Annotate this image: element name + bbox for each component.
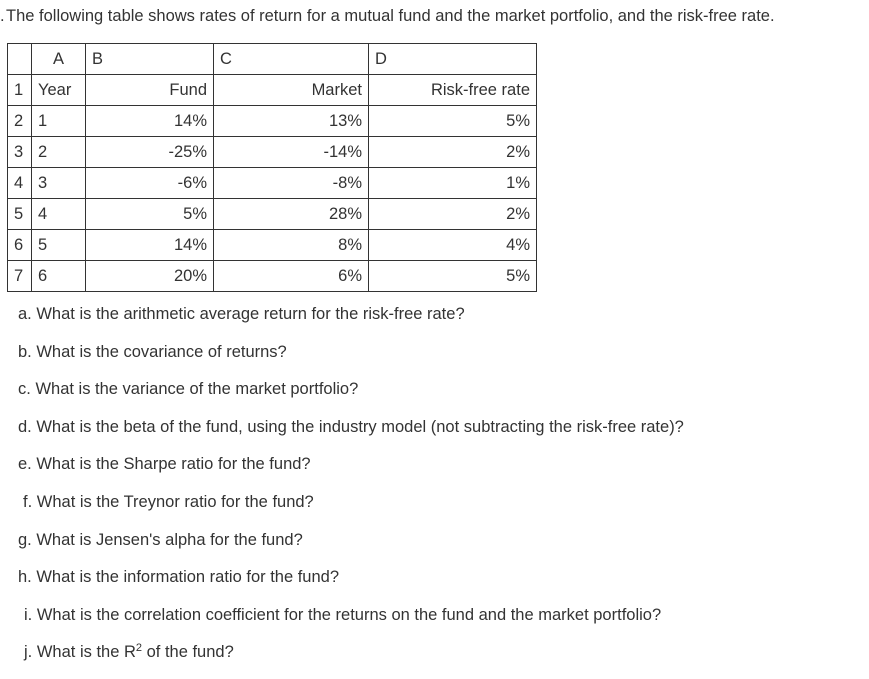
cell-market: 13% bbox=[213, 105, 369, 137]
question-item: b. What is the covariance of returns? bbox=[18, 341, 684, 379]
question-text: What is the Sharpe ratio for the fund? bbox=[36, 455, 311, 474]
row-number: 6 bbox=[7, 229, 32, 261]
question-text: What is the beta of the fund, using the … bbox=[36, 417, 684, 436]
row-number: 1 bbox=[7, 74, 32, 106]
question-item: i. What is the correlation coefficient f… bbox=[18, 604, 684, 642]
cell-market: -8% bbox=[213, 167, 369, 199]
header-cell-market: Market bbox=[213, 74, 369, 106]
table-row: 2 1 14% 13% 5% bbox=[7, 105, 537, 137]
cell-year: 6 bbox=[31, 260, 86, 292]
returns-table: A B C D 1 Year Fund Market Risk-free rat… bbox=[7, 43, 537, 292]
header-cell-fund: Fund bbox=[85, 74, 214, 106]
question-text-before: What is the R bbox=[36, 643, 136, 662]
question-marker: c. bbox=[18, 380, 31, 399]
intro-dot: . bbox=[0, 7, 5, 25]
question-item: g. What is Jensen's alpha for the fund? bbox=[18, 529, 684, 567]
cell-market: 8% bbox=[213, 229, 369, 261]
intro-text: . The following table shows rates of ret… bbox=[0, 6, 775, 26]
row-number: 7 bbox=[7, 260, 32, 292]
question-item: e. What is the Sharpe ratio for the fund… bbox=[18, 453, 684, 491]
cell-fund: -25% bbox=[85, 136, 214, 168]
cell-risk-free: 1% bbox=[368, 167, 537, 199]
question-marker: f. bbox=[23, 492, 33, 511]
cell-risk-free: 2% bbox=[368, 198, 537, 230]
cell-risk-free: 5% bbox=[368, 105, 537, 137]
table-row: 1 Year Fund Market Risk-free rate bbox=[7, 74, 537, 106]
question-text: What is the variance of the market portf… bbox=[35, 380, 359, 399]
cell-fund: -6% bbox=[85, 167, 214, 199]
table-row: 5 4 5% 28% 2% bbox=[7, 198, 537, 230]
question-text-after: of the fund? bbox=[142, 643, 234, 662]
cell-market: 28% bbox=[213, 198, 369, 230]
cell-risk-free: 5% bbox=[368, 260, 537, 292]
column-header-d: D bbox=[368, 43, 537, 75]
question-list: a. What is the arithmetic average return… bbox=[18, 303, 684, 679]
question-marker: e. bbox=[18, 455, 32, 474]
question-item: d. What is the beta of the fund, using t… bbox=[18, 416, 684, 454]
column-header-c: C bbox=[213, 43, 369, 75]
question-text: What is the information ratio for the fu… bbox=[36, 568, 340, 587]
question-marker: j. bbox=[24, 643, 33, 662]
cell-year: 2 bbox=[31, 136, 86, 168]
cell-year: 5 bbox=[31, 229, 86, 261]
row-number: 3 bbox=[7, 136, 32, 168]
header-cell-risk-free: Risk-free rate bbox=[368, 74, 537, 106]
table-row: 6 5 14% 8% 4% bbox=[7, 229, 537, 261]
cell-fund: 5% bbox=[85, 198, 214, 230]
question-marker: i. bbox=[24, 605, 33, 624]
superscript-two: 2 bbox=[135, 642, 143, 655]
row-number: 2 bbox=[7, 105, 32, 137]
question-marker: g. bbox=[18, 530, 32, 549]
question-text: What is the covariance of returns? bbox=[36, 342, 287, 361]
cell-year: 4 bbox=[31, 198, 86, 230]
question-text: What is the arithmetic average return fo… bbox=[36, 305, 465, 323]
corner-cell bbox=[7, 43, 32, 75]
question-marker: a. bbox=[18, 305, 32, 323]
cell-market: 6% bbox=[213, 260, 369, 292]
cell-risk-free: 2% bbox=[368, 136, 537, 168]
cell-fund: 14% bbox=[85, 105, 214, 137]
question-text: What is Jensen's alpha for the fund? bbox=[36, 530, 303, 549]
question-text: What is the Treynor ratio for the fund? bbox=[36, 492, 314, 511]
question-item: h. What is the information ratio for the… bbox=[18, 566, 684, 604]
question-item: f. What is the Treynor ratio for the fun… bbox=[18, 491, 684, 529]
question-item: c. What is the variance of the market po… bbox=[18, 378, 684, 416]
cell-fund: 20% bbox=[85, 260, 214, 292]
cell-risk-free: 4% bbox=[368, 229, 537, 261]
table-row: 4 3 -6% -8% 1% bbox=[7, 167, 537, 199]
question-marker: b. bbox=[18, 342, 32, 361]
question-marker: d. bbox=[18, 417, 32, 436]
cell-market: -14% bbox=[213, 136, 369, 168]
column-header-a: A bbox=[31, 43, 86, 75]
question-marker: h. bbox=[18, 568, 32, 587]
column-header-row: A B C D bbox=[7, 43, 537, 75]
row-number: 5 bbox=[7, 198, 32, 230]
header-cell-year: Year bbox=[31, 74, 86, 106]
row-number: 4 bbox=[7, 167, 32, 199]
column-header-b: B bbox=[85, 43, 214, 75]
question-item: a. What is the arithmetic average return… bbox=[18, 303, 684, 341]
cell-year: 1 bbox=[31, 105, 86, 137]
question-item: j. What is the R2 of the fund? bbox=[18, 641, 684, 679]
cell-fund: 14% bbox=[85, 229, 214, 261]
table-row: 7 6 20% 6% 5% bbox=[7, 260, 537, 292]
intro-sentence: The following table shows rates of retur… bbox=[6, 7, 775, 25]
table-row: 3 2 -25% -14% 2% bbox=[7, 136, 537, 168]
question-text: What is the correlation coefficient for … bbox=[36, 605, 662, 624]
cell-year: 3 bbox=[31, 167, 86, 199]
